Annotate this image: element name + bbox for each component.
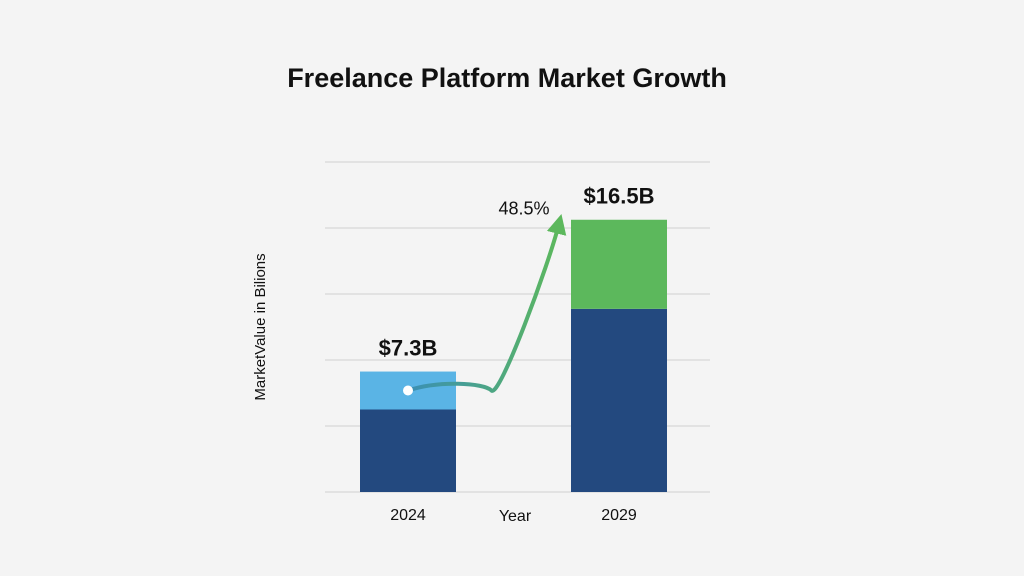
total-label: $7.3B bbox=[379, 335, 438, 360]
growth-arrow bbox=[407, 214, 567, 393]
arrow-start bbox=[403, 385, 413, 396]
bar-segment bbox=[571, 308, 667, 492]
y-axis-label: MarketValue in Bilions bbox=[252, 253, 269, 400]
chart-title: Freelance Platform Market Growth bbox=[287, 63, 727, 93]
total-label: $16.5B bbox=[584, 184, 655, 209]
bar-segment bbox=[571, 219, 667, 309]
annotation: 48.5% bbox=[498, 199, 549, 219]
bar-segment bbox=[360, 409, 456, 492]
x-axis-label: Year bbox=[499, 508, 532, 525]
x-tick-label: 2024 bbox=[390, 507, 426, 524]
x-tick-label: 2029 bbox=[601, 507, 637, 524]
